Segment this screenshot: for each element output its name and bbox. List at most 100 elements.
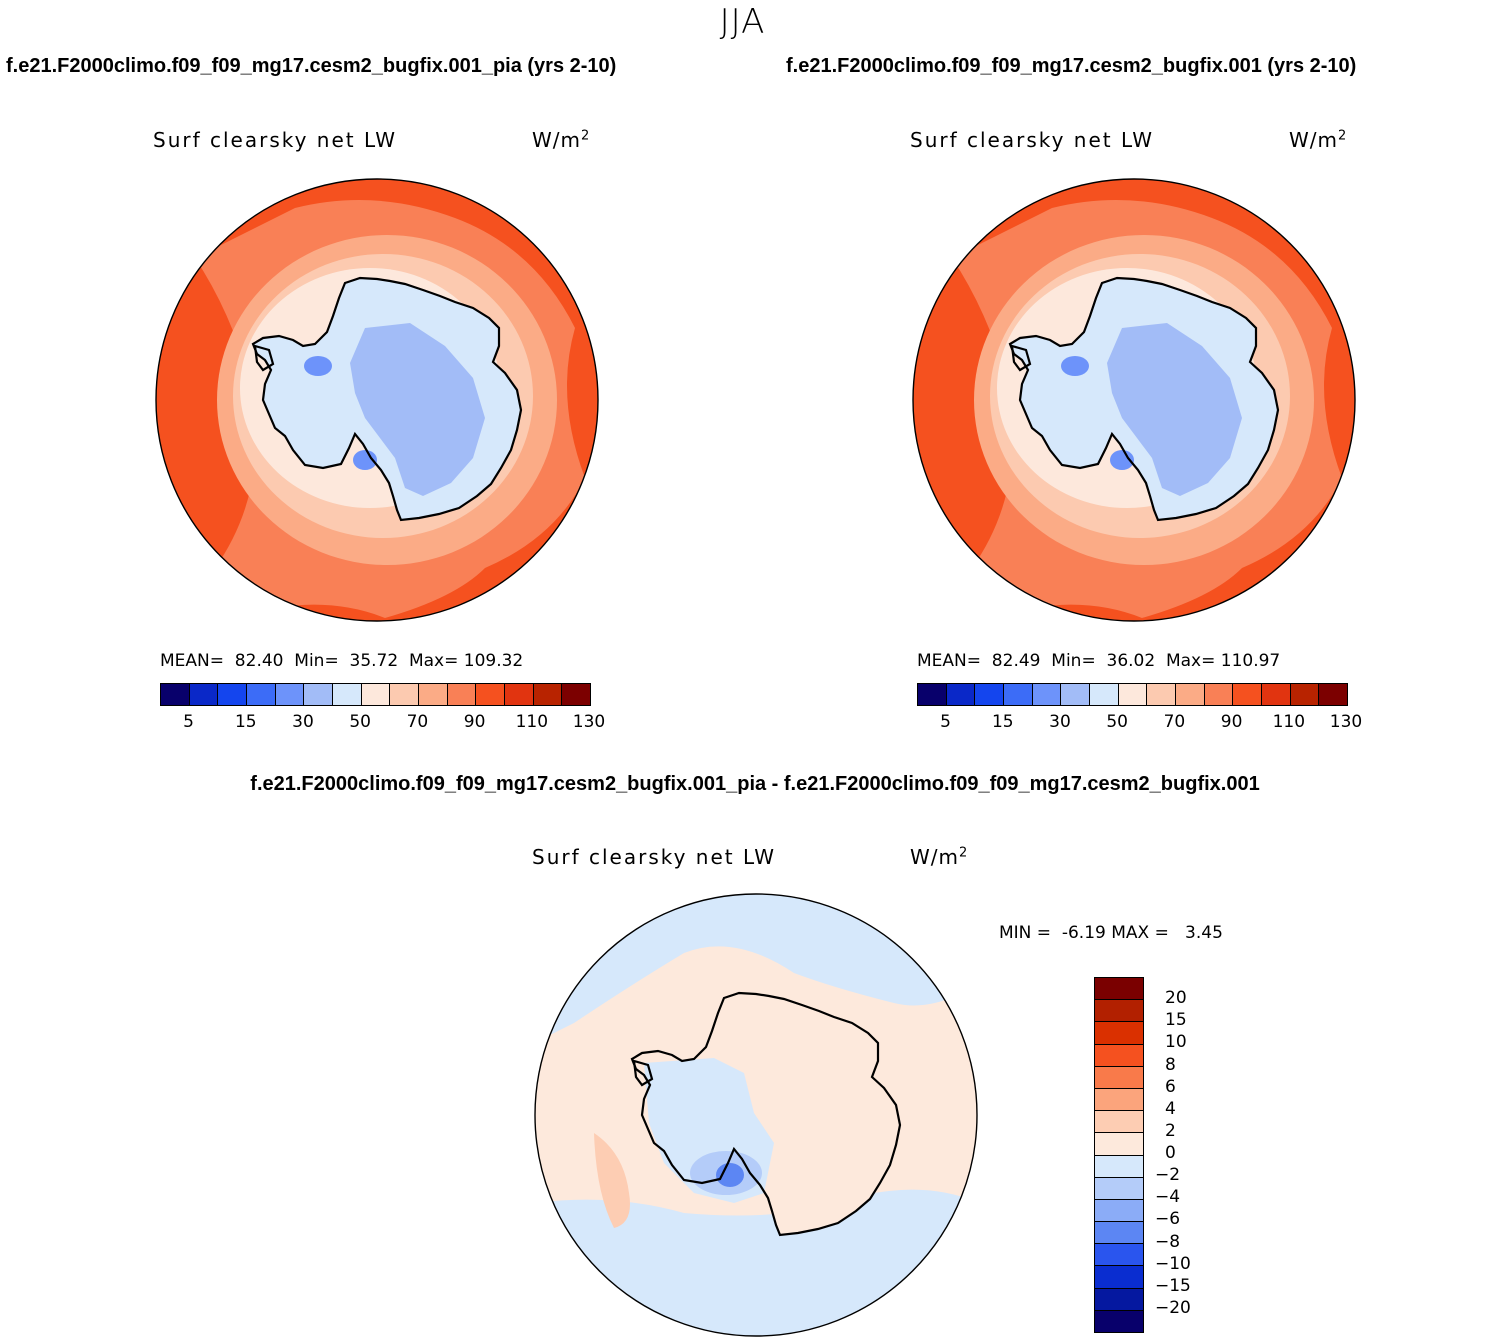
- colorbar-swatch: [1095, 1044, 1143, 1067]
- diff-polar-map: [534, 893, 978, 1337]
- colorbar-swatch: [476, 684, 506, 705]
- map-boundary: [155, 178, 599, 622]
- diff-case-title: f.e21.F2000climo.f09_f09_mg17.cesm2_bugf…: [250, 773, 1260, 795]
- coastline: [630, 991, 902, 1237]
- panel2-colorbar: [917, 683, 1348, 706]
- colorbar-swatch: [1095, 1022, 1143, 1045]
- colorbar-swatch: [1095, 1111, 1143, 1134]
- colorbar-swatch: [1095, 978, 1143, 1001]
- colorbar-swatch: [1095, 1155, 1143, 1178]
- positive-anomaly-west: [594, 1133, 630, 1228]
- colorbar-swatch: [1095, 1310, 1143, 1332]
- coastline: [251, 276, 523, 522]
- colorbar-tick-label: 4: [1165, 1098, 1176, 1119]
- east-antarctic-plateau: [350, 323, 485, 496]
- colorbar-swatch: [419, 684, 448, 705]
- season-title: JJA: [719, 2, 766, 42]
- colorbar-swatch: [1090, 684, 1119, 705]
- colorbar-tick-label: 110: [515, 712, 549, 732]
- colorbar-swatch: [1204, 684, 1234, 705]
- colorbar-swatch: [975, 684, 1005, 705]
- colorbar-swatch: [1095, 1222, 1143, 1245]
- panel2-map: [912, 178, 1356, 622]
- colorbar-swatch: [189, 684, 219, 705]
- colorbar-tick-label: 0: [1165, 1143, 1176, 1163]
- colorbar-tick-label: 15: [1165, 1010, 1187, 1031]
- colorbar-swatch: [333, 684, 362, 705]
- colorbar-tick-label: 15: [991, 712, 1014, 732]
- colorbar-tick-label: 5: [940, 712, 951, 732]
- colorbar-tick-label: −4: [1155, 1187, 1181, 1208]
- colorbar-tick-label: −20: [1155, 1297, 1191, 1318]
- colorbar-swatch: [1095, 1266, 1143, 1289]
- panel2-case-title: f.e21.F2000climo.f09_f09_mg17.cesm2_bugf…: [786, 55, 1357, 77]
- colorbar-tick-label: −2: [1155, 1165, 1181, 1186]
- diff-variable-label: Surf clearsky net LW: [532, 845, 777, 869]
- colorbar-swatch: [1176, 684, 1205, 705]
- colorbar-tick-label: 130: [572, 712, 606, 732]
- panel1-colorbar: [160, 683, 591, 706]
- colorbar-swatch: [1095, 1066, 1143, 1089]
- colorbar-tick-label: 2: [1165, 1120, 1176, 1141]
- colorbar-swatch: [1095, 1000, 1143, 1023]
- weddell-minimum: [1061, 356, 1089, 376]
- colorbar-tick-label: 50: [349, 712, 371, 732]
- colorbar-tick-label: 130: [1329, 712, 1363, 732]
- colorbar-swatch: [1319, 684, 1348, 705]
- negative-south-region: [535, 1189, 977, 1336]
- panel2-colorbar-labels: 5 15 30 50 70 90 110 130: [917, 712, 1362, 734]
- coastline: [1008, 276, 1280, 522]
- colorbar-swatch: [1147, 684, 1177, 705]
- east-antarctic-plateau: [1107, 323, 1242, 496]
- colorbar-tick-label: 30: [292, 712, 314, 732]
- colorbar-tick-label: 5: [183, 712, 194, 732]
- colorbar-swatch: [946, 684, 976, 705]
- diff-units-label: W/m2: [910, 845, 969, 869]
- colorbar-swatch: [1061, 684, 1091, 705]
- colorbar-swatch: [275, 684, 305, 705]
- peninsula-coastline: [632, 1059, 654, 1087]
- ross-minimum: [1110, 450, 1134, 470]
- colorbar-tick-label: 90: [1220, 712, 1243, 732]
- panel1-map: [155, 178, 599, 622]
- map-boundary: [534, 893, 978, 1337]
- panel2-stats: MEAN= 82.49 Min= 36.02 Max= 110.97: [917, 651, 1281, 671]
- map-boundary: [912, 178, 1356, 622]
- colorbar-swatch: [1118, 684, 1148, 705]
- colorbar-tick-label: 20: [1165, 988, 1187, 1009]
- colorbar-swatch: [1095, 1199, 1143, 1223]
- weddell-minimum: [304, 356, 332, 376]
- ross-minimum: [353, 450, 377, 470]
- panel1-units-label: W/m2: [532, 128, 591, 152]
- colorbar-swatch: [1095, 1244, 1143, 1267]
- panel1-variable-label: Surf clearsky net LW: [153, 128, 398, 152]
- colorbar-swatch: [1032, 684, 1062, 705]
- colorbar-tick-label: −10: [1155, 1253, 1191, 1274]
- colorbar-tick-label: −6: [1155, 1209, 1181, 1230]
- colorbar-swatch: [304, 684, 334, 705]
- diff-colorbar-labels: 20 15 10 8 6 4 2 0 −2 −4 −6 −8 −10 −15 −20: [1155, 977, 1215, 1333]
- colorbar-swatch: [1095, 1088, 1143, 1112]
- diff-stats: MIN = -6.19 MAX = 3.45: [999, 923, 1223, 943]
- ross-minimum: [716, 1163, 744, 1187]
- panel1-polar-map: [155, 178, 599, 622]
- colorbar-tick-label: 70: [1163, 712, 1186, 732]
- panel1-colorbar-labels: 5 15 30 50 70 90 110 130: [160, 712, 605, 734]
- colorbar-swatch: [361, 684, 391, 705]
- colorbar-tick-label: 10: [1165, 1032, 1187, 1053]
- peninsula-coastline: [253, 344, 275, 372]
- colorbar-swatch: [533, 684, 563, 705]
- panel1-stats: MEAN= 82.40 Min= 35.72 Max= 109.32: [160, 651, 524, 671]
- colorbar-tick-label: 6: [1165, 1076, 1176, 1097]
- colorbar-tick-label: 90: [463, 712, 486, 732]
- colorbar-swatch: [1233, 684, 1263, 705]
- colorbar-swatch: [1095, 1177, 1143, 1200]
- colorbar-swatch: [1290, 684, 1320, 705]
- panel1-case-title: f.e21.F2000climo.f09_f09_mg17.cesm2_bugf…: [6, 55, 617, 77]
- colorbar-swatch: [1262, 684, 1291, 705]
- colorbar-tick-label: 30: [1049, 712, 1071, 732]
- negative-north-region: [535, 894, 977, 1043]
- colorbar-tick-label: −8: [1155, 1231, 1181, 1252]
- colorbar-tick-label: 8: [1165, 1054, 1176, 1075]
- colorbar-swatch: [1004, 684, 1033, 705]
